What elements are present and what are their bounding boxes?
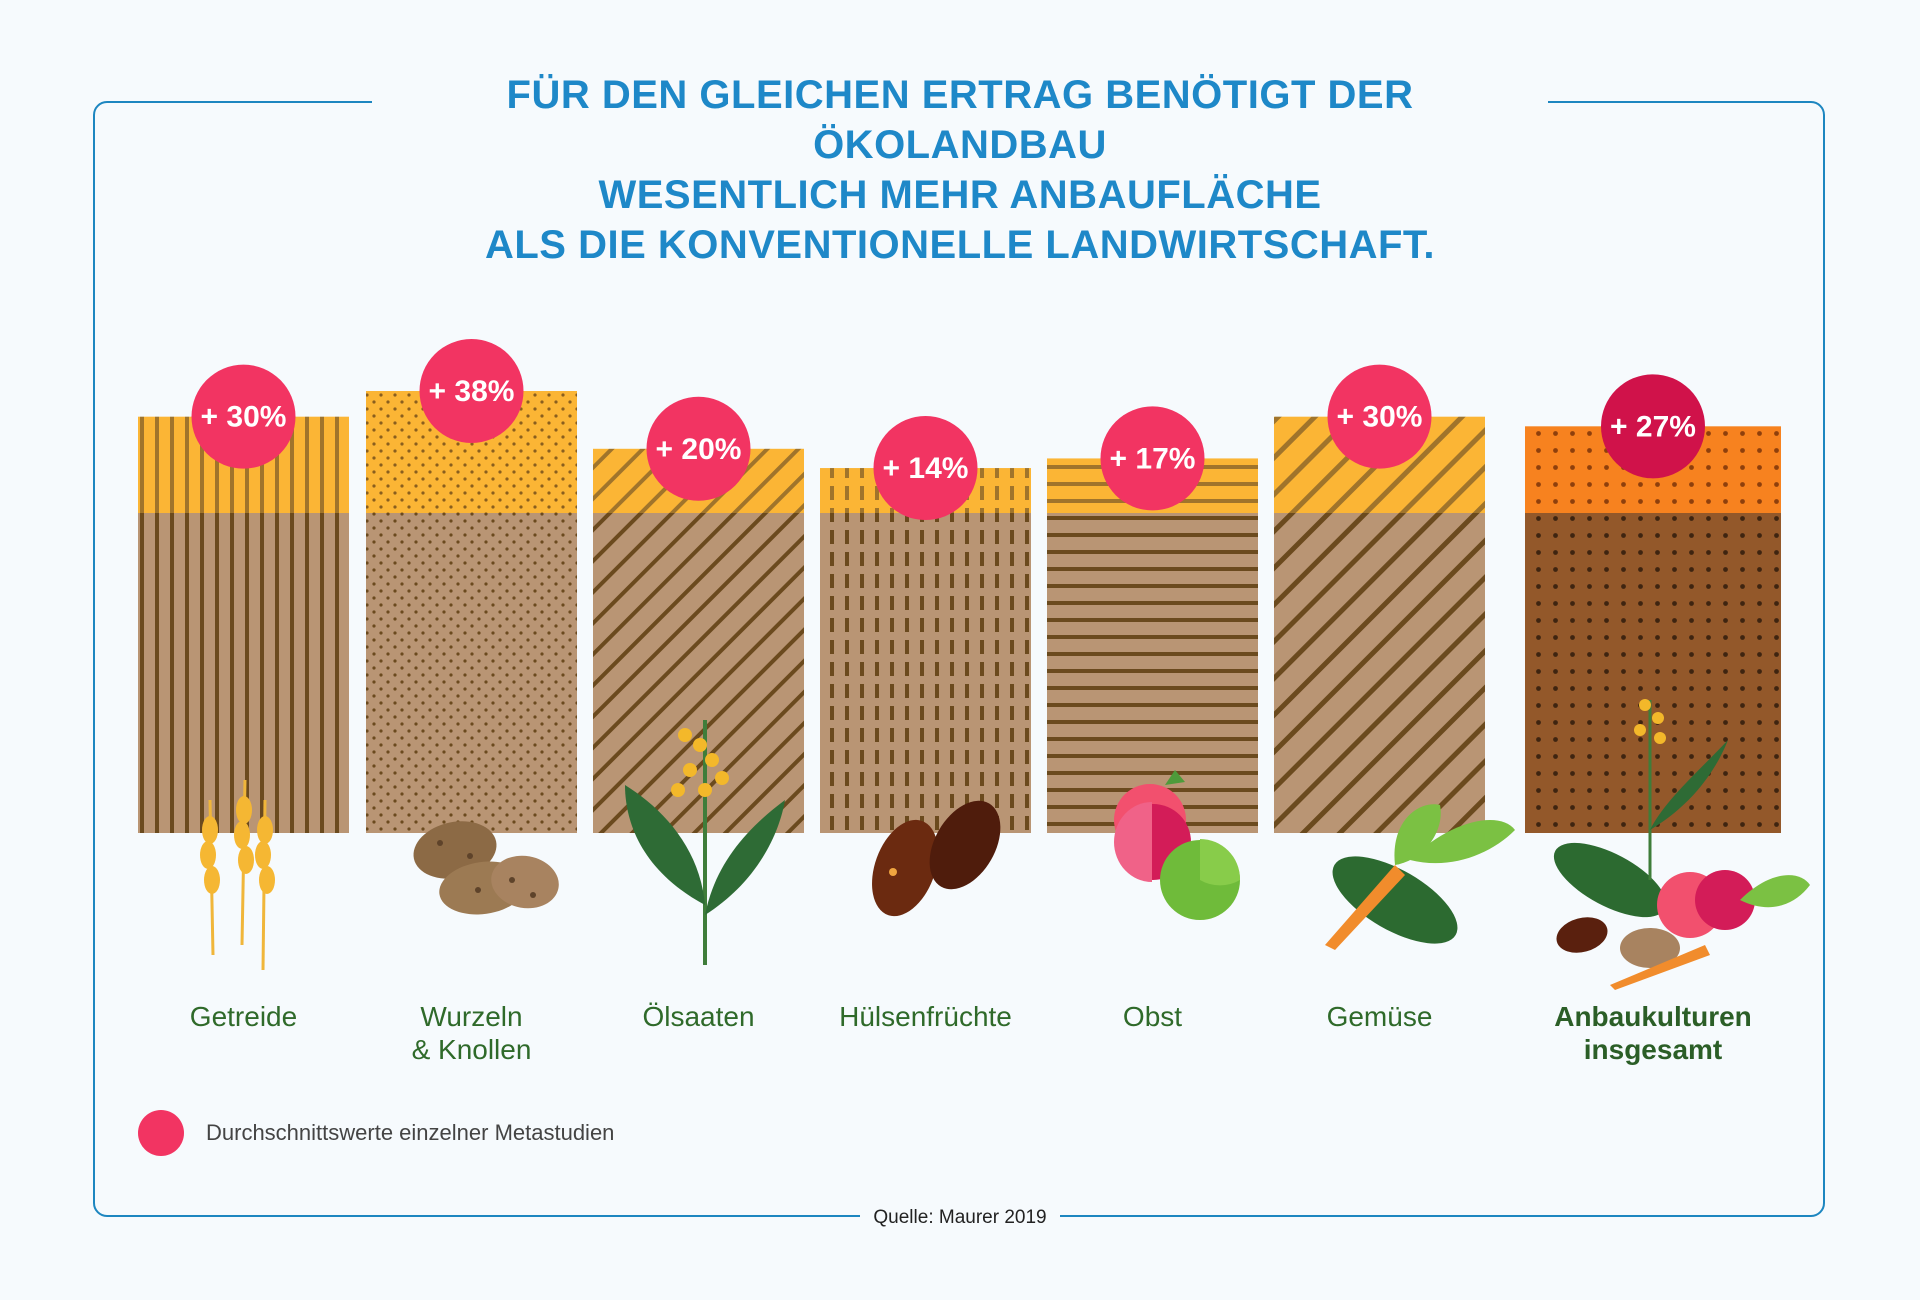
- badge-circle-1: [191, 364, 296, 469]
- value-badge-7: + 27%: [1601, 374, 1705, 479]
- potato-icon: [413, 821, 559, 915]
- wheat-icon: [200, 779, 275, 971]
- bean-icon: [872, 800, 1001, 917]
- value-badge-2: + 38%: [419, 339, 524, 443]
- badge-value-label-3: + 20%: [656, 433, 742, 466]
- vegetable-icon: [1325, 804, 1515, 950]
- badge-circle-5: [1100, 406, 1205, 511]
- bar-base-7: [1525, 513, 1781, 833]
- value-badge-3: + 20%: [646, 396, 751, 501]
- badge-circle-7: [1601, 374, 1705, 479]
- badge-circle-3: [646, 396, 751, 501]
- badge-value-label-1: + 30%: [201, 401, 287, 434]
- category-label-2: Wurzeln & Knollen: [411, 1001, 532, 1065]
- category-label-5: Obst: [1122, 1001, 1183, 1032]
- badge-value-label-2: + 38%: [429, 375, 515, 408]
- category-label-4: Hülsenfrüchte: [839, 1001, 1012, 1032]
- category-label-3: Ölsaaten: [642, 1001, 755, 1032]
- bar-base-6: [1274, 513, 1485, 833]
- badge-circle-4: [873, 416, 978, 521]
- category-label-1: Getreide: [189, 1001, 298, 1032]
- badge-value-label-4: + 14%: [883, 452, 969, 485]
- apple-icon: [1114, 770, 1240, 920]
- badge-value-label-6: + 30%: [1337, 401, 1423, 434]
- value-badge-6: + 30%: [1327, 364, 1432, 469]
- title-line-2: WESENTLICH MEHR ANBAUFLÄCHE: [598, 173, 1322, 217]
- badge-circle-2: [419, 339, 524, 443]
- title-block: FÜR DEN GLEICHEN ERTRAG BENÖTIGT DER ÖKO…: [372, 70, 1548, 270]
- value-badge-1: + 30%: [191, 364, 296, 469]
- badge-value-label-5: + 17%: [1110, 442, 1196, 475]
- rapeseed-icon: [625, 720, 785, 965]
- legend-dot-icon: [138, 1110, 184, 1156]
- title-line-3: ALS DIE KONVENTIONELLE LANDWIRTSCHAFT.: [484, 223, 1436, 267]
- value-badge-4: + 14%: [873, 416, 978, 521]
- legend: Durchschnittswerte einzelner Metastudien: [138, 1110, 614, 1156]
- badge-value-label-7: + 27%: [1610, 410, 1696, 443]
- mixed-crops-icon: [1553, 699, 1810, 990]
- bar-base-4: [820, 513, 1031, 833]
- legend-label: Durchschnittswerte einzelner Metastudien: [206, 1120, 615, 1145]
- bar-base-1: [138, 513, 349, 833]
- bar-base-3: [593, 513, 804, 833]
- category-label-7: Anbaukulturen insgesamt: [1554, 1001, 1752, 1065]
- bar-base-2: [366, 513, 577, 833]
- title-line-1: FÜR DEN GLEICHEN ERTRAG BENÖTIGT DER ÖKO…: [506, 73, 1414, 167]
- source-note: Quelle: Maurer 2019: [860, 1203, 1060, 1233]
- value-badge-5: + 17%: [1100, 406, 1205, 511]
- category-label-6: Gemüse: [1326, 1001, 1433, 1032]
- badge-circle-6: [1327, 364, 1432, 469]
- bar-base-5: [1047, 513, 1258, 833]
